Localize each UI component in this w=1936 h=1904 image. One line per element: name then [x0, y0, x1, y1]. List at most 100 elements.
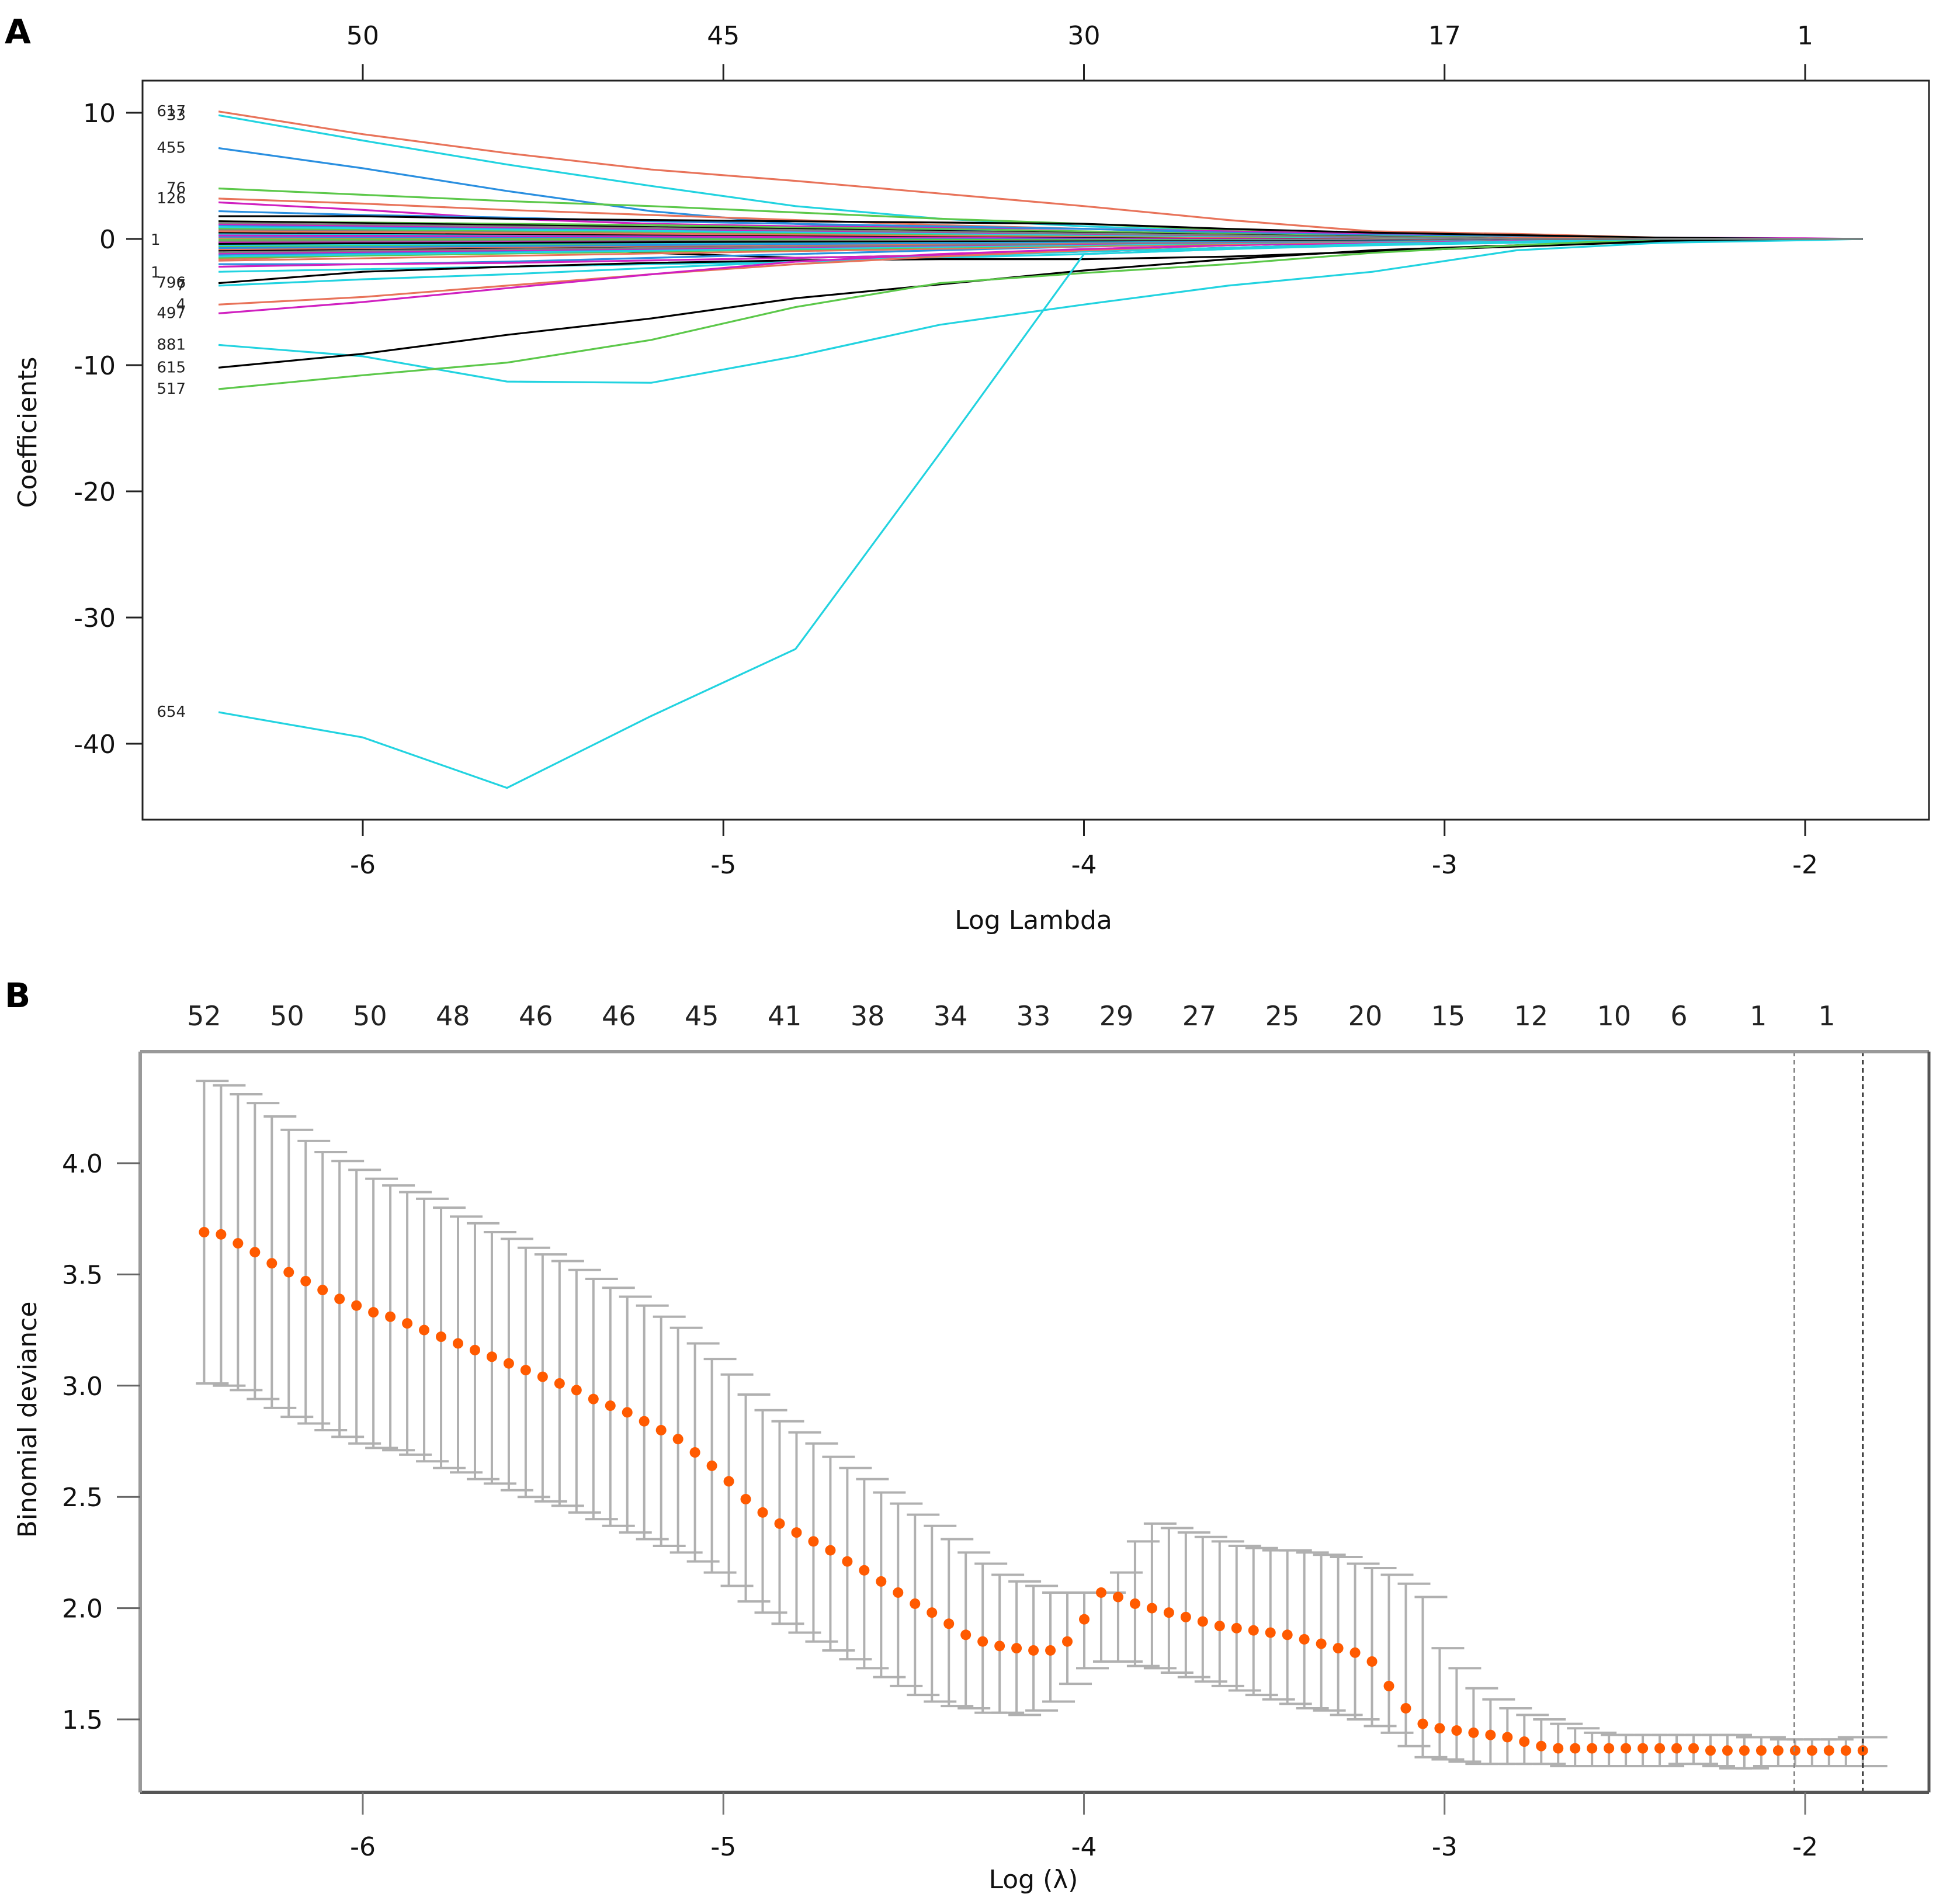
deviance-point [520, 1365, 531, 1376]
deviance-point [1654, 1743, 1666, 1754]
deviance-point [436, 1331, 447, 1343]
y-axis-title: Coefficients [13, 357, 43, 508]
y-tick-label: 4.0 [62, 1149, 103, 1179]
variable-label: 517 [157, 380, 186, 398]
y-tick-label: 2.0 [62, 1594, 103, 1624]
variable-label: 796 [157, 275, 186, 292]
deviance-point [1180, 1611, 1191, 1622]
deviance-point [1468, 1727, 1479, 1738]
y-tick-label: 10 [83, 99, 116, 129]
variable-label: 76 [166, 180, 186, 197]
deviance-point [1095, 1587, 1106, 1598]
variable-label: 881 [157, 336, 186, 353]
coef-path-615 [218, 238, 1863, 369]
deviance-point [266, 1258, 277, 1269]
top-count-label: 50 [270, 1000, 304, 1032]
deviance-point [1197, 1616, 1208, 1627]
deviance-point [469, 1344, 480, 1355]
deviance-point [1519, 1736, 1530, 1747]
deviance-point [1536, 1740, 1547, 1752]
deviance-point [842, 1556, 853, 1567]
deviance-point [1587, 1743, 1598, 1754]
x-tick-label: -2 [1792, 850, 1818, 880]
coef-path-654 [218, 238, 1863, 789]
deviance-point [1840, 1745, 1851, 1756]
deviance-point [1333, 1643, 1344, 1654]
deviance-point [672, 1434, 684, 1445]
top-count-label: 15 [1431, 1000, 1466, 1032]
deviance-point [1451, 1725, 1462, 1736]
deviance-point [774, 1518, 785, 1529]
coef-path-var-7 [218, 215, 1863, 240]
deviance-point [893, 1587, 904, 1598]
y-axis-title: Binomial deviance [13, 1302, 43, 1538]
deviance-point [1163, 1607, 1174, 1618]
x-tick-label: -3 [1432, 1832, 1458, 1862]
panel-b-letter: B [5, 976, 31, 1015]
deviance-point [1214, 1621, 1225, 1632]
y-tick-label: 3.0 [62, 1372, 103, 1402]
top-count-label: 27 [1182, 1000, 1217, 1032]
variable-label: 33 [166, 106, 186, 124]
top-tick-label: 30 [1068, 21, 1101, 51]
top-count-label: 41 [768, 1000, 802, 1032]
variable-label: 654 [157, 703, 186, 721]
deviance-point [689, 1447, 700, 1458]
deviance-point [1570, 1743, 1581, 1754]
deviance-point [1383, 1680, 1394, 1691]
coef-path-617 [218, 110, 1863, 240]
error-bars [196, 1080, 1888, 1770]
x-tick-label: -4 [1071, 1832, 1097, 1862]
deviance-point [1637, 1743, 1649, 1754]
deviance-point [757, 1507, 768, 1518]
deviance-point [334, 1293, 345, 1305]
deviance-point [1265, 1627, 1276, 1638]
axes: -6 -5 -4 -3 -2 4.0 3.5 3.0 2.5 2.0 1.5 52 50 50 48 46 46… [13, 1000, 1931, 1895]
deviance-point [723, 1476, 734, 1487]
deviance-point [199, 1227, 210, 1238]
top-count-label: 38 [851, 1000, 885, 1032]
coef-path-881 [218, 238, 1863, 384]
top-count-label: 48 [436, 1000, 470, 1032]
deviance-point [859, 1565, 870, 1576]
deviance-point [453, 1338, 464, 1349]
deviance-point [927, 1607, 938, 1618]
deviance-point [808, 1536, 819, 1547]
deviance-point [385, 1311, 396, 1322]
top-count-label: 10 [1597, 1000, 1632, 1032]
deviance-point [960, 1629, 972, 1641]
deviance-point [588, 1393, 599, 1404]
deviance-point [1553, 1743, 1564, 1754]
deviance-point [1146, 1603, 1157, 1614]
variable-label: 497 [157, 304, 186, 322]
coefficient-paths [218, 110, 1863, 789]
deviance-point [554, 1378, 565, 1389]
y-tick-label: -30 [74, 604, 116, 633]
x-tick-label: -6 [350, 1832, 376, 1862]
top-count-label: 45 [685, 1000, 719, 1032]
top-count-label: 1 [1818, 1000, 1835, 1032]
deviance-point [402, 1318, 413, 1329]
deviance-point [1772, 1745, 1784, 1756]
variable-label: 615 [157, 359, 186, 376]
deviance-point [1604, 1743, 1615, 1754]
top-count-label: 12 [1514, 1000, 1549, 1032]
deviance-point [503, 1358, 514, 1369]
deviance-point [1823, 1745, 1834, 1756]
deviance-point [639, 1416, 650, 1427]
plot-frame [141, 79, 1930, 821]
deviance-point [1688, 1743, 1699, 1754]
deviance-point [876, 1576, 887, 1587]
variable-label: 7 [176, 277, 186, 294]
y-tick-label: -20 [74, 477, 116, 507]
deviance-point [368, 1307, 379, 1318]
deviance-point [216, 1229, 227, 1240]
top-count-label: 1 [1750, 1000, 1767, 1032]
deviance-point [1011, 1643, 1022, 1654]
deviance-point [317, 1285, 328, 1296]
deviance-point [1045, 1645, 1056, 1656]
deviance-point [622, 1407, 633, 1418]
